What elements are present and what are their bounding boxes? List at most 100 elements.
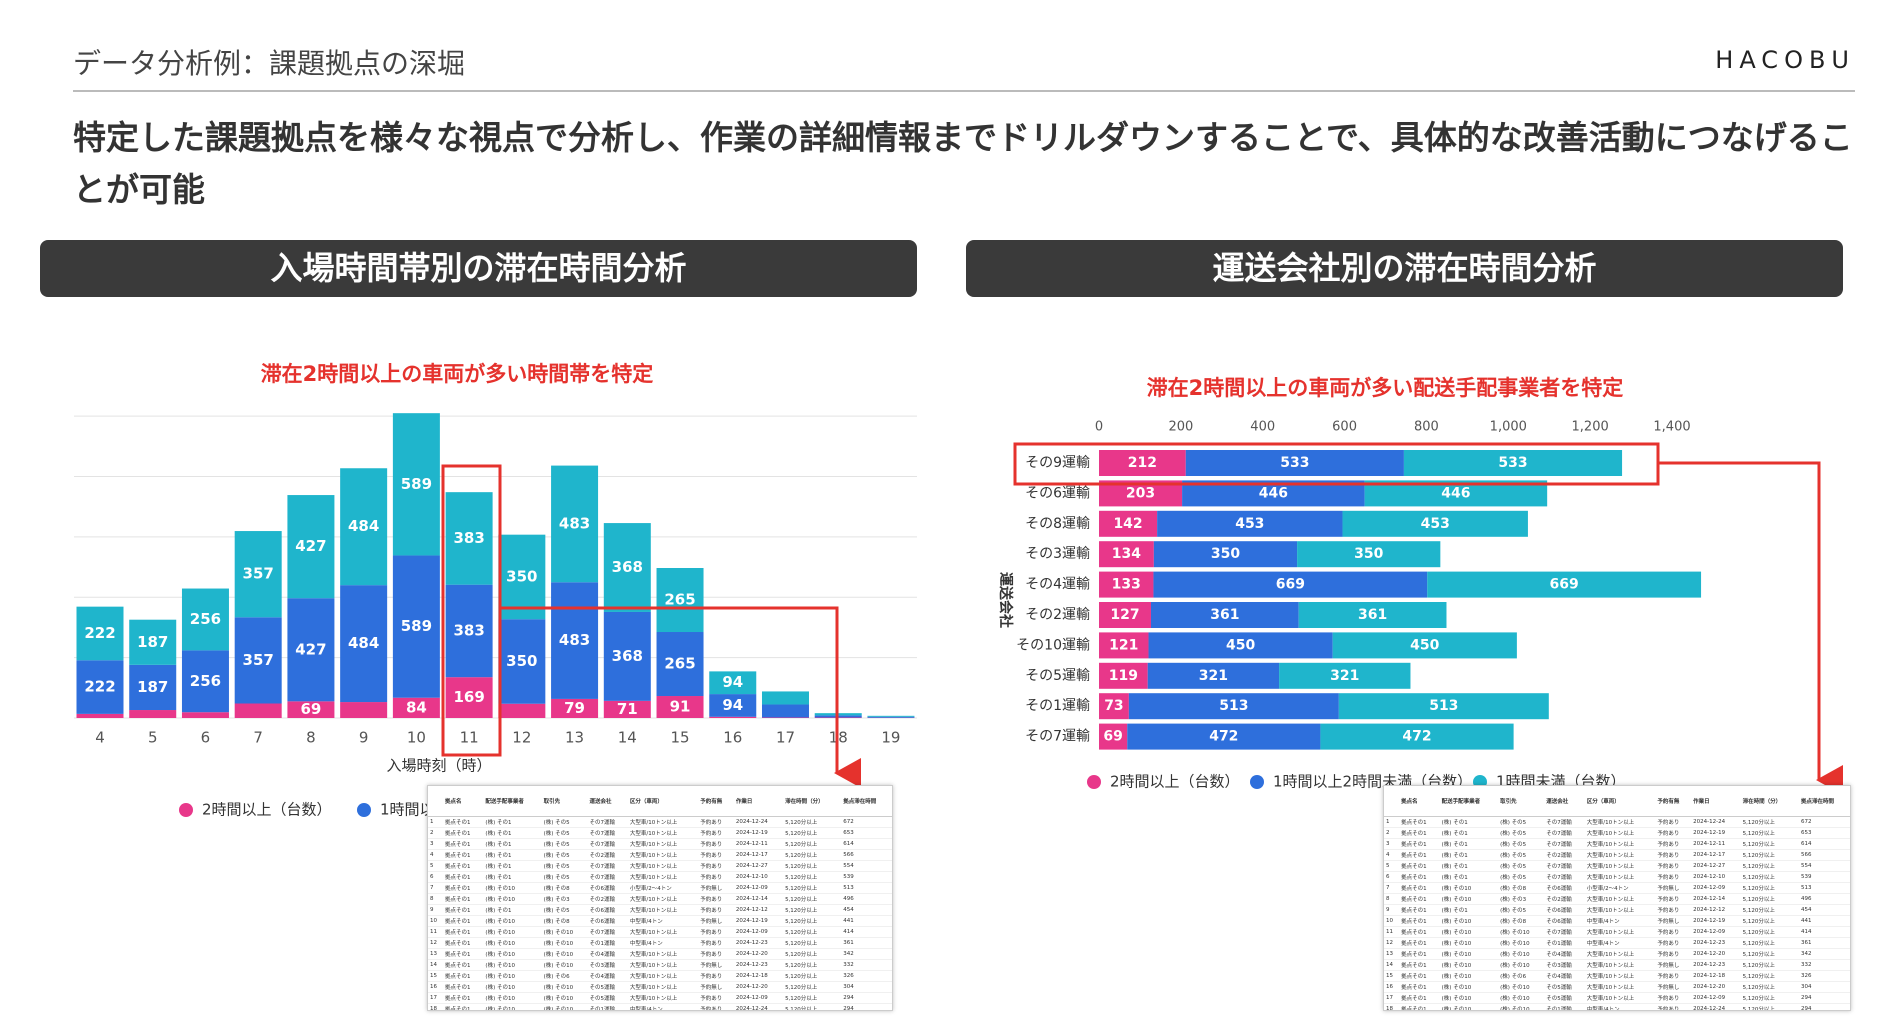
- cell: (株) その5: [541, 871, 588, 883]
- cell: 拠点その1: [443, 882, 484, 894]
- cell: 496: [841, 893, 892, 905]
- bar-segment: [1298, 602, 1447, 628]
- bar-segment: [1127, 723, 1321, 750]
- header-cell: 作業日: [733, 786, 784, 817]
- cell: 2024-12-12: [733, 904, 784, 916]
- cell: 拠点その1: [443, 871, 484, 883]
- bar-segment: [1099, 632, 1149, 659]
- cell: 304: [1799, 981, 1850, 993]
- cell: 2024-12-27: [733, 860, 784, 872]
- cell: (株) その1: [1439, 827, 1499, 839]
- header-cell: 配送手配事業者: [483, 786, 542, 817]
- cell: 予約無し: [1655, 915, 1692, 927]
- cell: 5,120分以上: [783, 1003, 842, 1010]
- cell: 12: [428, 937, 444, 949]
- cell: 454: [841, 904, 892, 916]
- bar-segment: [1099, 510, 1158, 537]
- cell: 拠点その1: [1399, 915, 1440, 927]
- cell: その3運輸: [1544, 959, 1585, 971]
- cell: 拠点その1: [1399, 926, 1440, 938]
- bar-segment: [551, 465, 599, 583]
- value-label: 73: [1104, 698, 1123, 714]
- connector: [500, 606, 861, 788]
- cell: 2024-12-24: [733, 816, 784, 828]
- cell: 294: [1799, 1003, 1850, 1010]
- value-label: 368: [612, 647, 643, 665]
- cell: 5,120分以上: [1740, 816, 1800, 828]
- cell: (株) その1: [1439, 860, 1499, 872]
- cell: 拠点その1: [1399, 882, 1440, 894]
- cell: 653: [1799, 827, 1850, 839]
- cell: 拠点その1: [1399, 948, 1440, 960]
- bar-segment: [1320, 723, 1514, 750]
- value-label: 513: [1219, 698, 1248, 714]
- cell: 予約無し: [1655, 959, 1692, 971]
- cell: 5,120分以上: [783, 992, 842, 1004]
- row: 16 拠点その1 (株) その10 (株) その10 その5運輸 大型車/10トン以上 予約…: [1384, 981, 1850, 993]
- bar-segment: [1099, 723, 1128, 750]
- x-tick-label: 12: [512, 729, 531, 747]
- cell: 5,120分以上: [783, 882, 842, 894]
- value-label: 472: [1209, 729, 1238, 745]
- cell: (株) その10: [1439, 926, 1499, 938]
- cell: 16: [428, 981, 444, 993]
- cell: 5,120分以上: [783, 948, 842, 960]
- cell: 14: [428, 959, 444, 971]
- value-label: 427: [295, 640, 326, 658]
- bar-segment: [287, 598, 335, 702]
- cell: (株) その5: [541, 904, 588, 916]
- bar-segment: [1403, 450, 1623, 476]
- cell: 予約無し: [698, 882, 734, 894]
- cell: (株) その10: [541, 937, 588, 949]
- cell: (株) その10: [1439, 959, 1499, 971]
- value-label: 350: [506, 652, 537, 670]
- cell: (株) その1: [1439, 816, 1499, 828]
- cell: (株) その10: [1498, 992, 1545, 1004]
- page-title: データ分析例：課題拠点の深堀: [73, 47, 466, 80]
- cell: 6: [1384, 871, 1400, 883]
- cell: (株) その3: [1498, 893, 1545, 905]
- cell: 拠点その1: [443, 849, 484, 861]
- row: 11 拠点その1 (株) その10 (株) その10 その7運輸 大型車/10トン以上 予約…: [1384, 926, 1850, 938]
- bar-segment: [709, 694, 757, 717]
- legend-label: 2時間以上（台数）: [202, 801, 332, 819]
- cell: 4: [428, 849, 444, 861]
- cell: 342: [841, 948, 892, 960]
- cell: 予約無し: [698, 915, 734, 927]
- cell: 2024-12-23: [1691, 959, 1741, 971]
- bar-segment: [287, 495, 335, 599]
- x-tick-label: 19: [881, 729, 900, 747]
- cell: 614: [1799, 838, 1850, 850]
- cell: (株) その8: [1498, 915, 1545, 927]
- cell: 5,120分以上: [1740, 915, 1800, 927]
- header-row: 拠点名 配送手配事業者 取引先 運送会社 区分（車両） 予約有無 作業日 滞在時間（分） 拠点滞…: [428, 786, 892, 817]
- cell: 15: [1384, 970, 1400, 982]
- cell: (株) その1: [483, 838, 542, 850]
- header-cell: 滞在時間（分）: [1740, 786, 1800, 817]
- value-label: 450: [1226, 637, 1255, 653]
- bar-segment: [1185, 450, 1404, 476]
- row: 7 拠点その1 (株) その10 (株) その8 その6運輸 小型車/2〜4トン 予約無し 2…: [1384, 882, 1850, 894]
- value-label: 187: [137, 678, 168, 696]
- cell: (株) その10: [541, 959, 588, 971]
- row: 17 拠点その1 (株) その10 (株) その10 その5運輸 大型車/10トン以上 予約…: [428, 992, 892, 1004]
- bar-segment: [392, 413, 440, 556]
- cell: 大型車/10トン以上: [1584, 959, 1656, 971]
- value-label: 142: [1113, 516, 1142, 532]
- cell: 1: [1384, 816, 1400, 828]
- cell: その2運輸: [587, 893, 628, 905]
- bar-segment: [867, 716, 915, 718]
- x-tick-label: 7: [253, 729, 263, 747]
- value-label: 91: [670, 698, 691, 716]
- bar-segment: [392, 555, 440, 698]
- cell: 大型車/10トン以上: [1584, 926, 1656, 938]
- cell: 3: [428, 838, 444, 850]
- cell: 予約あり: [698, 871, 734, 883]
- value-label: 484: [348, 634, 379, 652]
- cell: その4運輸: [1544, 970, 1585, 982]
- bar-segment: [656, 568, 704, 633]
- cell: 予約あり: [1655, 849, 1692, 861]
- cell: 513: [841, 882, 892, 894]
- cell: 17: [428, 992, 444, 1004]
